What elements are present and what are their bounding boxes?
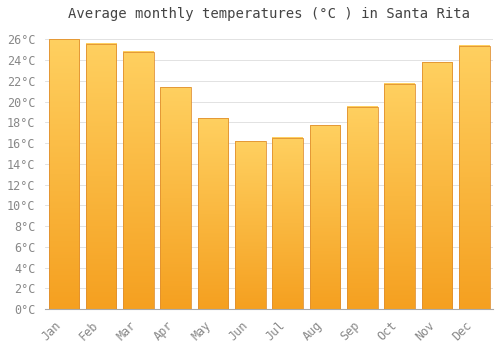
Bar [310, 126, 340, 309]
Bar [86, 43, 117, 309]
Title: Average monthly temperatures (°C ) in Santa Rita: Average monthly temperatures (°C ) in Sa… [68, 7, 470, 21]
Bar [459, 46, 490, 309]
Bar [384, 84, 415, 309]
Bar [272, 138, 303, 309]
Bar [160, 87, 191, 309]
Bar [123, 52, 154, 309]
Bar [235, 141, 266, 309]
Bar [198, 118, 228, 309]
Bar [347, 107, 378, 309]
Bar [422, 62, 452, 309]
Bar [48, 40, 79, 309]
